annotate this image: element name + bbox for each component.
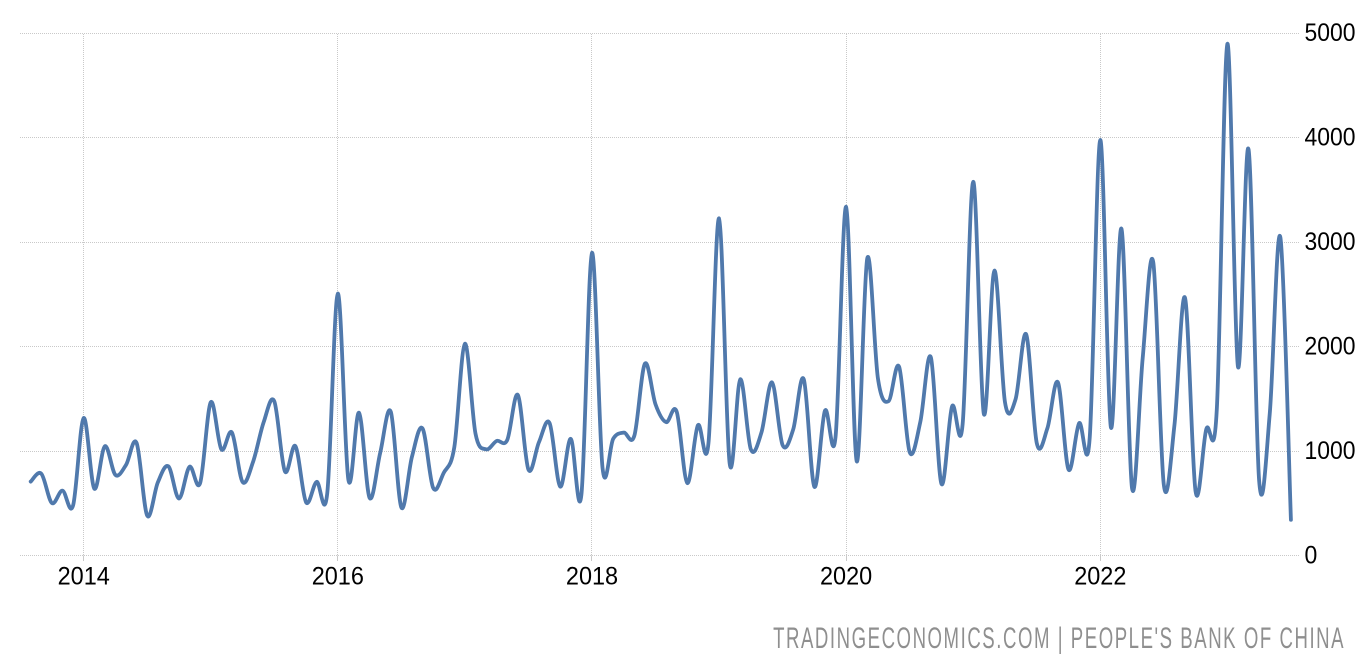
svg-text:3000: 3000 (1305, 228, 1356, 256)
svg-text:4000: 4000 (1305, 123, 1356, 151)
svg-text:5000: 5000 (1305, 19, 1356, 47)
svg-text:2016: 2016 (312, 562, 364, 590)
svg-text:0: 0 (1305, 541, 1318, 569)
svg-text:TRADINGECONOMICS.COM | PEOPLE': TRADINGECONOMICS.COM | PEOPLE'S BANK OF … (773, 622, 1345, 655)
svg-text:2020: 2020 (820, 562, 872, 590)
svg-text:2014: 2014 (58, 562, 110, 590)
svg-text:2018: 2018 (566, 562, 618, 590)
svg-text:2022: 2022 (1074, 562, 1126, 590)
svg-text:1000: 1000 (1305, 437, 1356, 465)
svg-text:2000: 2000 (1305, 332, 1356, 360)
